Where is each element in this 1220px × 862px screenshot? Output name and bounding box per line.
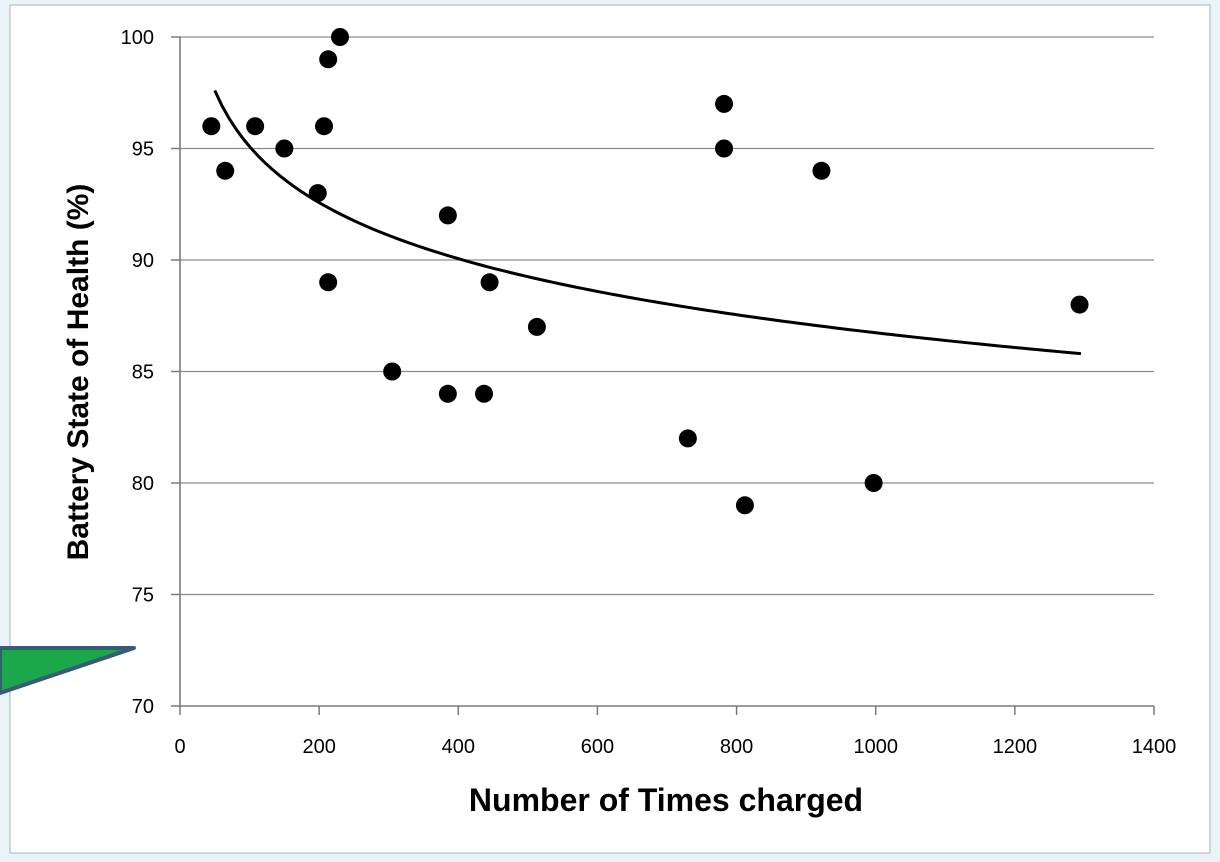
axes — [171, 36, 1155, 715]
data-point — [480, 273, 499, 292]
y-tick-label: 70 — [132, 696, 154, 718]
green-arrow-shape — [0, 646, 136, 695]
data-point — [308, 184, 327, 203]
data-point — [383, 362, 402, 381]
y-tick-label: 90 — [132, 250, 154, 272]
x-tick-label: 0 — [174, 736, 185, 758]
data-point — [202, 117, 221, 136]
data-point — [715, 94, 734, 113]
x-tick-label: 200 — [302, 736, 335, 758]
chart-area — [9, 4, 1211, 854]
x-tick-label: 1400 — [1132, 736, 1177, 758]
data-point — [527, 317, 546, 336]
y-tick-label: 80 — [132, 473, 154, 495]
y-tick-label: 75 — [132, 585, 154, 607]
data-point — [315, 117, 334, 136]
data-point — [1070, 295, 1089, 314]
data-point — [216, 161, 235, 180]
data-point — [275, 139, 294, 158]
y-axis-title: Battery State of Health (%) — [62, 184, 95, 561]
data-point — [812, 161, 831, 180]
x-tick-label: 800 — [720, 736, 753, 758]
y-tick-label: 100 — [121, 27, 154, 49]
trendline — [213, 89, 1082, 356]
data-point — [319, 273, 338, 292]
x-tick-label: 1200 — [993, 736, 1038, 758]
y-tick-label: 95 — [132, 139, 154, 161]
data-point — [438, 206, 457, 225]
data-point — [331, 28, 350, 46]
x-tick-label: 1000 — [853, 736, 898, 758]
data-point — [246, 117, 265, 136]
y-tick-label: 85 — [132, 362, 154, 384]
data-point — [715, 139, 734, 158]
data-point — [678, 429, 697, 448]
data-point — [319, 50, 338, 69]
trendline-layer — [213, 89, 1082, 356]
data-point — [475, 384, 494, 403]
data-points — [202, 28, 1089, 515]
data-point — [864, 474, 883, 492]
data-point — [438, 384, 457, 403]
data-point — [735, 496, 754, 515]
x-tick-label: 400 — [442, 736, 475, 758]
x-tick-label: 600 — [581, 736, 614, 758]
x-axis-title: Number of Times charged — [469, 782, 863, 818]
